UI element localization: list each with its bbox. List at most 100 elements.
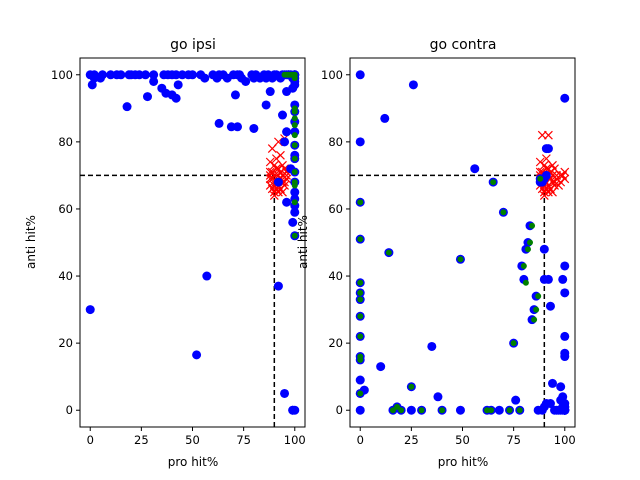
y-ticks: 0 20 40 60 80 100 xyxy=(51,68,80,417)
data-point-small-circle xyxy=(439,407,446,414)
x-tick-label: 0 xyxy=(357,433,364,447)
data-point-small-circle xyxy=(418,407,425,414)
data-point-small-circle xyxy=(289,71,296,78)
data-point-circle xyxy=(511,395,521,405)
data-point-small-circle xyxy=(357,313,364,320)
x-tick-label: 100 xyxy=(554,433,576,447)
data-point-circle xyxy=(545,399,555,409)
data-point-circle xyxy=(171,93,181,103)
data-point-circle xyxy=(143,92,152,102)
data-point-circle xyxy=(543,274,553,284)
x-axis-label: pro hit% xyxy=(168,455,219,469)
data-point-circle xyxy=(548,378,557,388)
data-point-small-circle xyxy=(357,236,364,243)
data-point-circle xyxy=(116,70,126,80)
x-axis-label: pro hit% xyxy=(438,455,489,469)
data-point-small-circle xyxy=(524,246,531,253)
data-point-small-circle xyxy=(398,407,405,414)
data-point-circle xyxy=(433,392,443,402)
data-point-small-circle xyxy=(357,333,364,340)
data-point-x xyxy=(558,170,568,180)
y-tick-label: 20 xyxy=(328,336,343,350)
data-point-circle xyxy=(288,217,298,227)
data-point-small-circle xyxy=(291,132,298,139)
data-point-small-circle xyxy=(357,289,364,296)
data-point-circle xyxy=(249,123,259,133)
data-point-circle xyxy=(149,70,159,80)
data-point-circle xyxy=(290,187,300,197)
data-point-circle xyxy=(202,271,212,281)
data-point-small-circle xyxy=(291,169,298,176)
data-point-circle xyxy=(380,113,390,123)
data-point-circle xyxy=(85,305,95,315)
y-tick-label: 0 xyxy=(66,403,73,417)
axes-frame xyxy=(79,57,306,428)
data-point-x xyxy=(541,154,551,164)
data-point-small-circle xyxy=(500,209,507,216)
data-point-circle xyxy=(200,73,210,83)
data-point-circle xyxy=(241,76,251,86)
data-point-circle xyxy=(280,388,290,398)
data-point-circle xyxy=(376,362,386,372)
data-point-small-circle xyxy=(457,256,464,263)
x-tick-label: 100 xyxy=(284,433,306,447)
data-point-small-circle xyxy=(291,115,298,122)
y-tick-label: 40 xyxy=(328,269,343,283)
y-tick-label: 20 xyxy=(58,336,73,350)
y-tick-label: 60 xyxy=(328,202,343,216)
data-point-circle xyxy=(173,80,183,90)
data-point-circle xyxy=(288,83,298,93)
data-point-small-circle xyxy=(533,306,540,313)
data-point-small-circle xyxy=(522,279,529,286)
data-point-x xyxy=(539,187,549,197)
data-point-circle xyxy=(560,352,570,362)
data-point-circle xyxy=(89,70,99,80)
y-tick-label: 100 xyxy=(51,68,73,82)
data-point-circle xyxy=(192,350,202,360)
data-point-small-circle xyxy=(357,390,364,397)
data-point-circle xyxy=(282,127,292,137)
y-axis-label: anti hit% xyxy=(296,215,310,269)
data-point-circle xyxy=(355,405,365,415)
data-point-circle xyxy=(233,122,242,132)
data-point-circle xyxy=(558,274,568,284)
data-point-small-circle xyxy=(490,179,497,186)
y-tick-label: 100 xyxy=(321,68,343,82)
x-tick-label: 50 xyxy=(185,433,200,447)
y-axis-label: anti hit% xyxy=(24,215,38,269)
data-point-x xyxy=(265,167,275,177)
data-point-circle xyxy=(494,405,504,415)
data-point-circle xyxy=(427,341,437,351)
data-point-small-circle xyxy=(394,403,401,410)
data-point-circle xyxy=(98,70,107,80)
data-point-circle xyxy=(556,382,566,392)
data-point-circle xyxy=(406,405,416,415)
data-point-circle xyxy=(280,137,290,147)
data-point-x xyxy=(276,150,285,160)
data-point-small-circle xyxy=(291,199,298,206)
data-point-circle xyxy=(543,144,553,154)
data-point-circle xyxy=(273,177,283,187)
data-point-small-circle xyxy=(291,142,298,149)
data-point-circle xyxy=(545,301,555,311)
data-point-x xyxy=(539,191,549,200)
data-point-circle xyxy=(539,244,549,254)
y-ticks: 0 20 40 60 80 100 xyxy=(321,68,350,417)
data-point-small-circle xyxy=(516,407,523,414)
data-point-small-circle xyxy=(535,293,542,300)
data-point-small-circle xyxy=(537,175,544,182)
data-point-circle xyxy=(560,261,570,271)
data-point-small-circle xyxy=(357,296,364,303)
data-point-small-circle xyxy=(529,222,536,229)
data-point-circle xyxy=(455,405,465,415)
data-point-circle xyxy=(282,197,292,207)
x-tick-label: 25 xyxy=(134,433,149,447)
data-point-circle xyxy=(214,118,224,128)
data-point-small-circle xyxy=(357,199,364,206)
x-ticks: 0 25 50 75 100 xyxy=(87,427,306,447)
x-tick-label: 50 xyxy=(455,433,470,447)
x-ticks: 0 25 50 75 100 xyxy=(357,427,576,447)
data-point-small-circle xyxy=(510,340,517,347)
panel-title: go ipsi xyxy=(170,37,216,53)
data-point-circle xyxy=(188,70,197,80)
